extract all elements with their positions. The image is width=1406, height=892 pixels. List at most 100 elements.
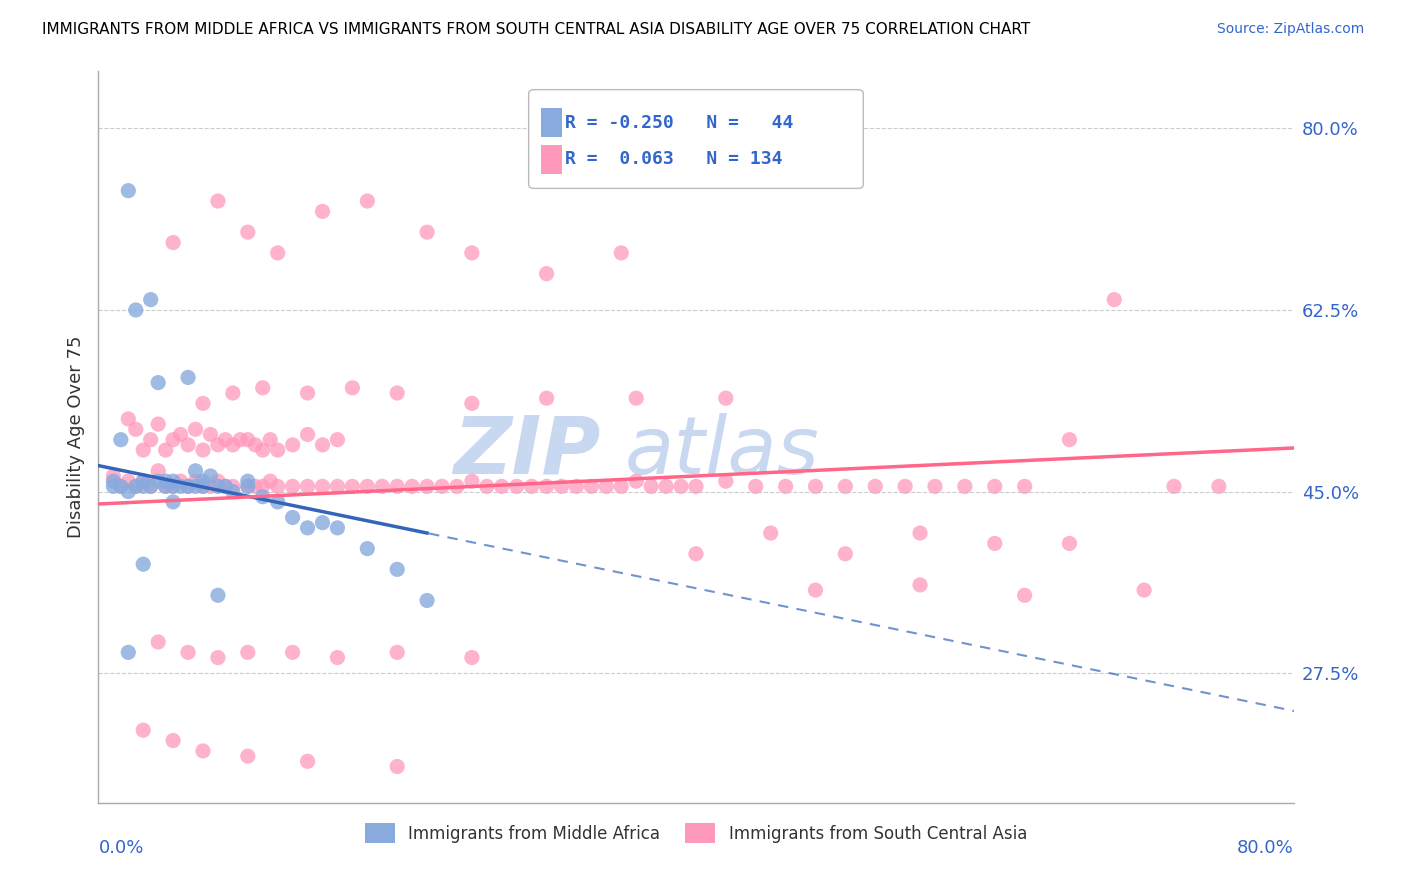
Point — [356, 194, 378, 208]
Point — [207, 194, 229, 208]
Point — [326, 521, 349, 535]
Point — [177, 479, 200, 493]
Point — [685, 547, 707, 561]
Point — [520, 479, 543, 493]
Point — [222, 479, 245, 493]
Point — [311, 438, 333, 452]
Point — [132, 443, 155, 458]
Point — [385, 562, 409, 576]
Point — [1163, 479, 1185, 493]
Point — [865, 479, 887, 493]
Point — [184, 474, 207, 488]
Point — [610, 479, 633, 493]
Point — [385, 386, 409, 401]
Point — [536, 479, 558, 493]
Point — [953, 479, 976, 493]
Point — [162, 479, 184, 493]
Point — [222, 386, 245, 401]
Point — [236, 749, 259, 764]
Point — [745, 479, 768, 493]
Point — [191, 396, 214, 410]
Point — [236, 433, 259, 447]
Point — [184, 422, 207, 436]
Point — [626, 474, 648, 488]
Point — [1133, 583, 1156, 598]
Point — [401, 479, 423, 493]
Point — [117, 184, 139, 198]
Point — [626, 391, 648, 405]
Point — [177, 479, 200, 493]
Point — [132, 479, 155, 493]
Point — [117, 412, 139, 426]
Point — [110, 433, 132, 447]
Point — [191, 479, 214, 493]
Point — [245, 438, 267, 452]
Point — [385, 759, 409, 773]
Legend: Immigrants from Middle Africa, Immigrants from South Central Asia: Immigrants from Middle Africa, Immigrant… — [359, 817, 1033, 849]
Point — [162, 433, 184, 447]
Point — [311, 479, 333, 493]
Text: atlas: atlas — [624, 413, 820, 491]
Point — [446, 479, 468, 493]
FancyBboxPatch shape — [541, 145, 561, 174]
Point — [281, 510, 304, 524]
Point — [162, 733, 184, 747]
Point — [326, 433, 349, 447]
Point — [385, 479, 409, 493]
Point — [342, 479, 364, 493]
Point — [461, 246, 484, 260]
Point — [267, 495, 290, 509]
Point — [236, 474, 259, 488]
Point — [924, 479, 946, 493]
Point — [267, 479, 290, 493]
Point — [214, 479, 236, 493]
Point — [775, 479, 797, 493]
Point — [207, 650, 229, 665]
Point — [342, 381, 364, 395]
FancyBboxPatch shape — [541, 108, 561, 137]
Point — [184, 464, 207, 478]
Point — [229, 433, 252, 447]
Point — [207, 588, 229, 602]
Point — [834, 547, 856, 561]
Point — [804, 583, 827, 598]
Point — [804, 479, 827, 493]
Point — [139, 479, 162, 493]
Point — [222, 438, 245, 452]
Point — [356, 479, 378, 493]
Point — [236, 645, 259, 659]
Point — [714, 391, 737, 405]
Point — [326, 479, 349, 493]
Point — [236, 225, 259, 239]
Point — [177, 645, 200, 659]
Point — [1014, 479, 1036, 493]
Point — [162, 479, 184, 493]
Point — [148, 417, 170, 431]
Point — [1104, 293, 1126, 307]
Point — [132, 723, 155, 738]
Point — [200, 479, 222, 493]
FancyBboxPatch shape — [529, 90, 863, 188]
Point — [297, 427, 319, 442]
Point — [655, 479, 678, 493]
Point — [148, 464, 170, 478]
Point — [1059, 536, 1081, 550]
Point — [1059, 433, 1081, 447]
Point — [117, 645, 139, 659]
Point — [416, 593, 439, 607]
Point — [894, 479, 917, 493]
Point — [207, 474, 229, 488]
Point — [222, 484, 245, 499]
Point — [148, 474, 170, 488]
Y-axis label: Disability Age Over 75: Disability Age Over 75 — [66, 335, 84, 539]
Point — [110, 479, 132, 493]
Point — [685, 479, 707, 493]
Point — [311, 204, 333, 219]
Point — [536, 391, 558, 405]
Point — [162, 235, 184, 250]
Point — [125, 479, 148, 493]
Point — [669, 479, 692, 493]
Point — [536, 267, 558, 281]
Point — [984, 479, 1007, 493]
Point — [595, 479, 617, 493]
